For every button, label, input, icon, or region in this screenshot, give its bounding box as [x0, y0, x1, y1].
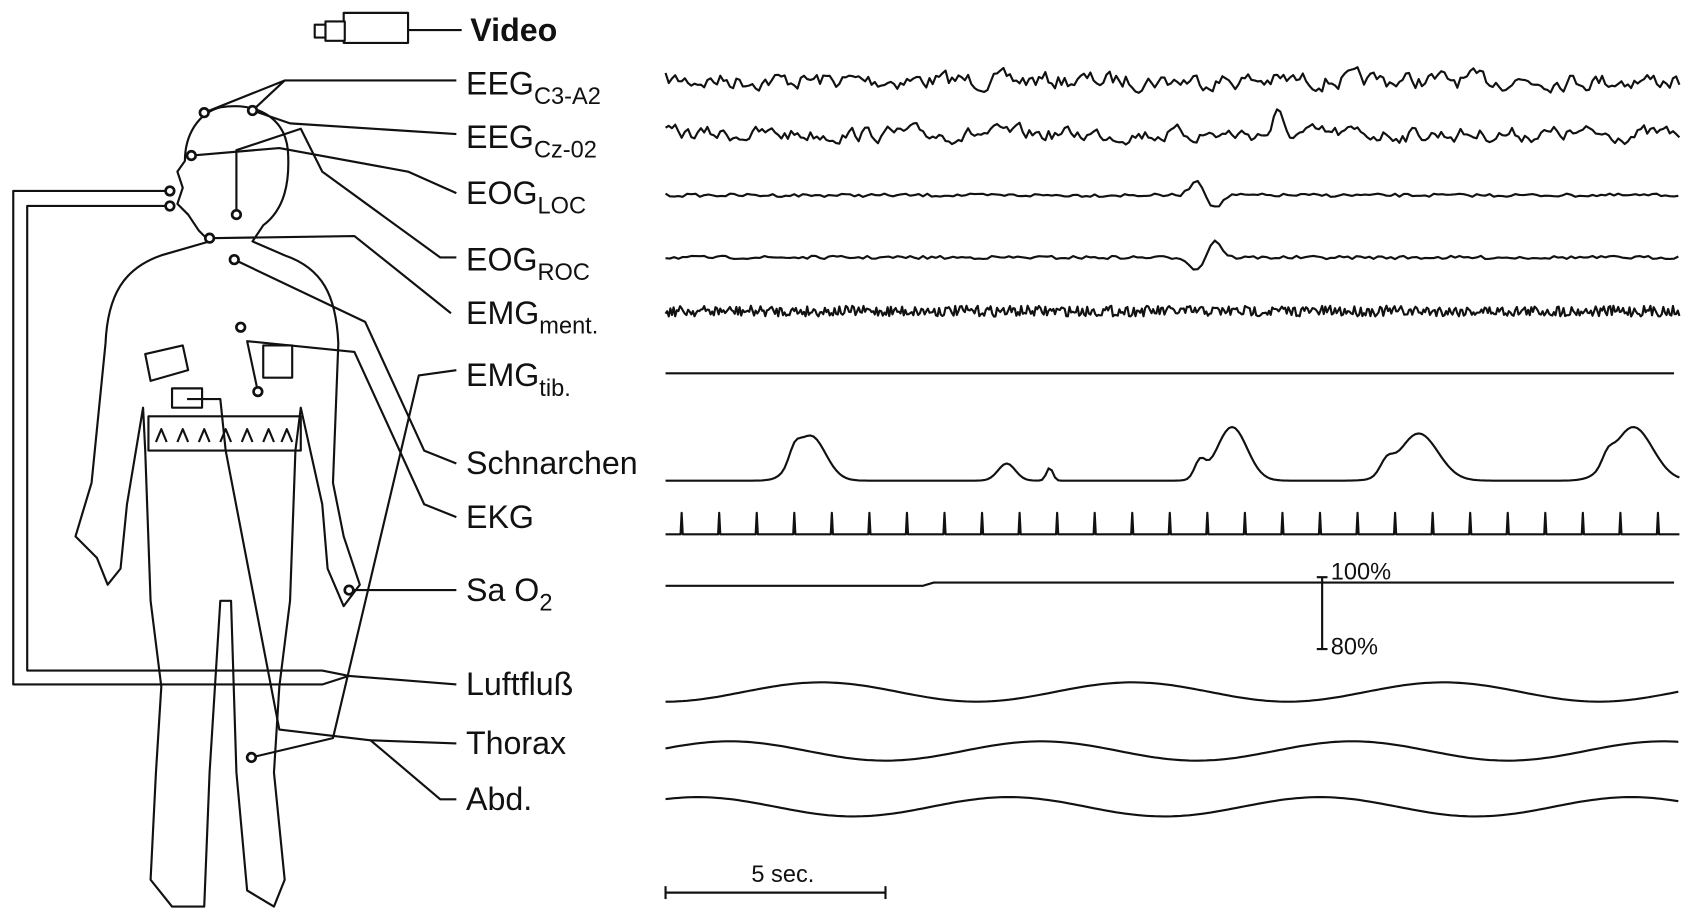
channel-label: EOGLOC: [466, 175, 586, 220]
sao2-trace: [665, 581, 1675, 587]
channel-label: Sa O2: [466, 572, 552, 617]
channel-name: EMG: [466, 357, 539, 393]
channel-name: EEG: [466, 119, 534, 155]
time-scale-bar: [664, 886, 887, 900]
sao2-scale: [1316, 576, 1328, 651]
channel-label: EEGC3-A2: [466, 65, 601, 110]
channel-label: EMGtib.: [466, 357, 571, 402]
channel-subscript: LOC: [538, 193, 587, 219]
channel-name: EOG: [466, 175, 538, 211]
sao2-top-label: 100%: [1331, 559, 1391, 585]
emg-ment-trace: [664, 304, 1681, 318]
channel-subscript: ROC: [538, 260, 590, 286]
channel-label: Schnarchen: [466, 445, 638, 481]
channel-label: Abd.: [466, 781, 532, 817]
time-scale-label: 5 sec.: [751, 862, 814, 888]
traces: [664, 66, 1681, 818]
body-outline: [74, 105, 361, 908]
channel-name: Luftfluß: [466, 666, 573, 702]
snoring-trace: [665, 425, 1680, 482]
camera-icon: [313, 11, 462, 44]
channel-label: Thorax: [466, 725, 566, 761]
eeg-c3-trace: [664, 66, 1681, 94]
channel-name: Schnarchen: [466, 445, 638, 481]
channel-subscript: tib.: [539, 376, 570, 402]
wires: [12, 79, 457, 801]
channel-label: EKG: [466, 499, 534, 535]
eog-roc-trace: [665, 239, 1679, 271]
channel-name: EMG: [466, 295, 539, 331]
channel-name: Abd.: [466, 781, 532, 817]
eeg-cz-trace: [665, 108, 1681, 146]
respiration-trace: [665, 681, 1679, 703]
channel-name: Sa O: [466, 572, 539, 608]
electrodes: [164, 104, 355, 764]
channel-subscript: Cz-02: [534, 138, 597, 164]
channel-name: Thorax: [466, 725, 566, 761]
channel-subscript: 2: [539, 590, 552, 616]
respiration-trace: [665, 740, 1679, 762]
eog-loc-trace: [664, 179, 1679, 208]
respiration-trace: [665, 796, 1679, 818]
channel-label: EOGROC: [466, 241, 590, 286]
channel-label: EEGCz-02: [466, 119, 597, 164]
channel-subscript: ment.: [539, 314, 598, 340]
ekg-trace: [665, 511, 1680, 536]
channel-labels: EEGC3-A2EEGCz-02EOGLOCEOGROCEMGment.EMGt…: [466, 65, 638, 817]
channel-name: EKG: [466, 499, 534, 535]
channel-name: EOG: [466, 241, 538, 277]
channel-label: EMGment.: [466, 295, 598, 340]
channel-subscript: C3-A2: [534, 84, 601, 110]
channel-label: Luftfluß: [466, 666, 573, 702]
channel-name: EEG: [466, 65, 534, 101]
video-label: Video: [470, 12, 557, 48]
sao2-bottom-label: 80%: [1331, 634, 1378, 660]
